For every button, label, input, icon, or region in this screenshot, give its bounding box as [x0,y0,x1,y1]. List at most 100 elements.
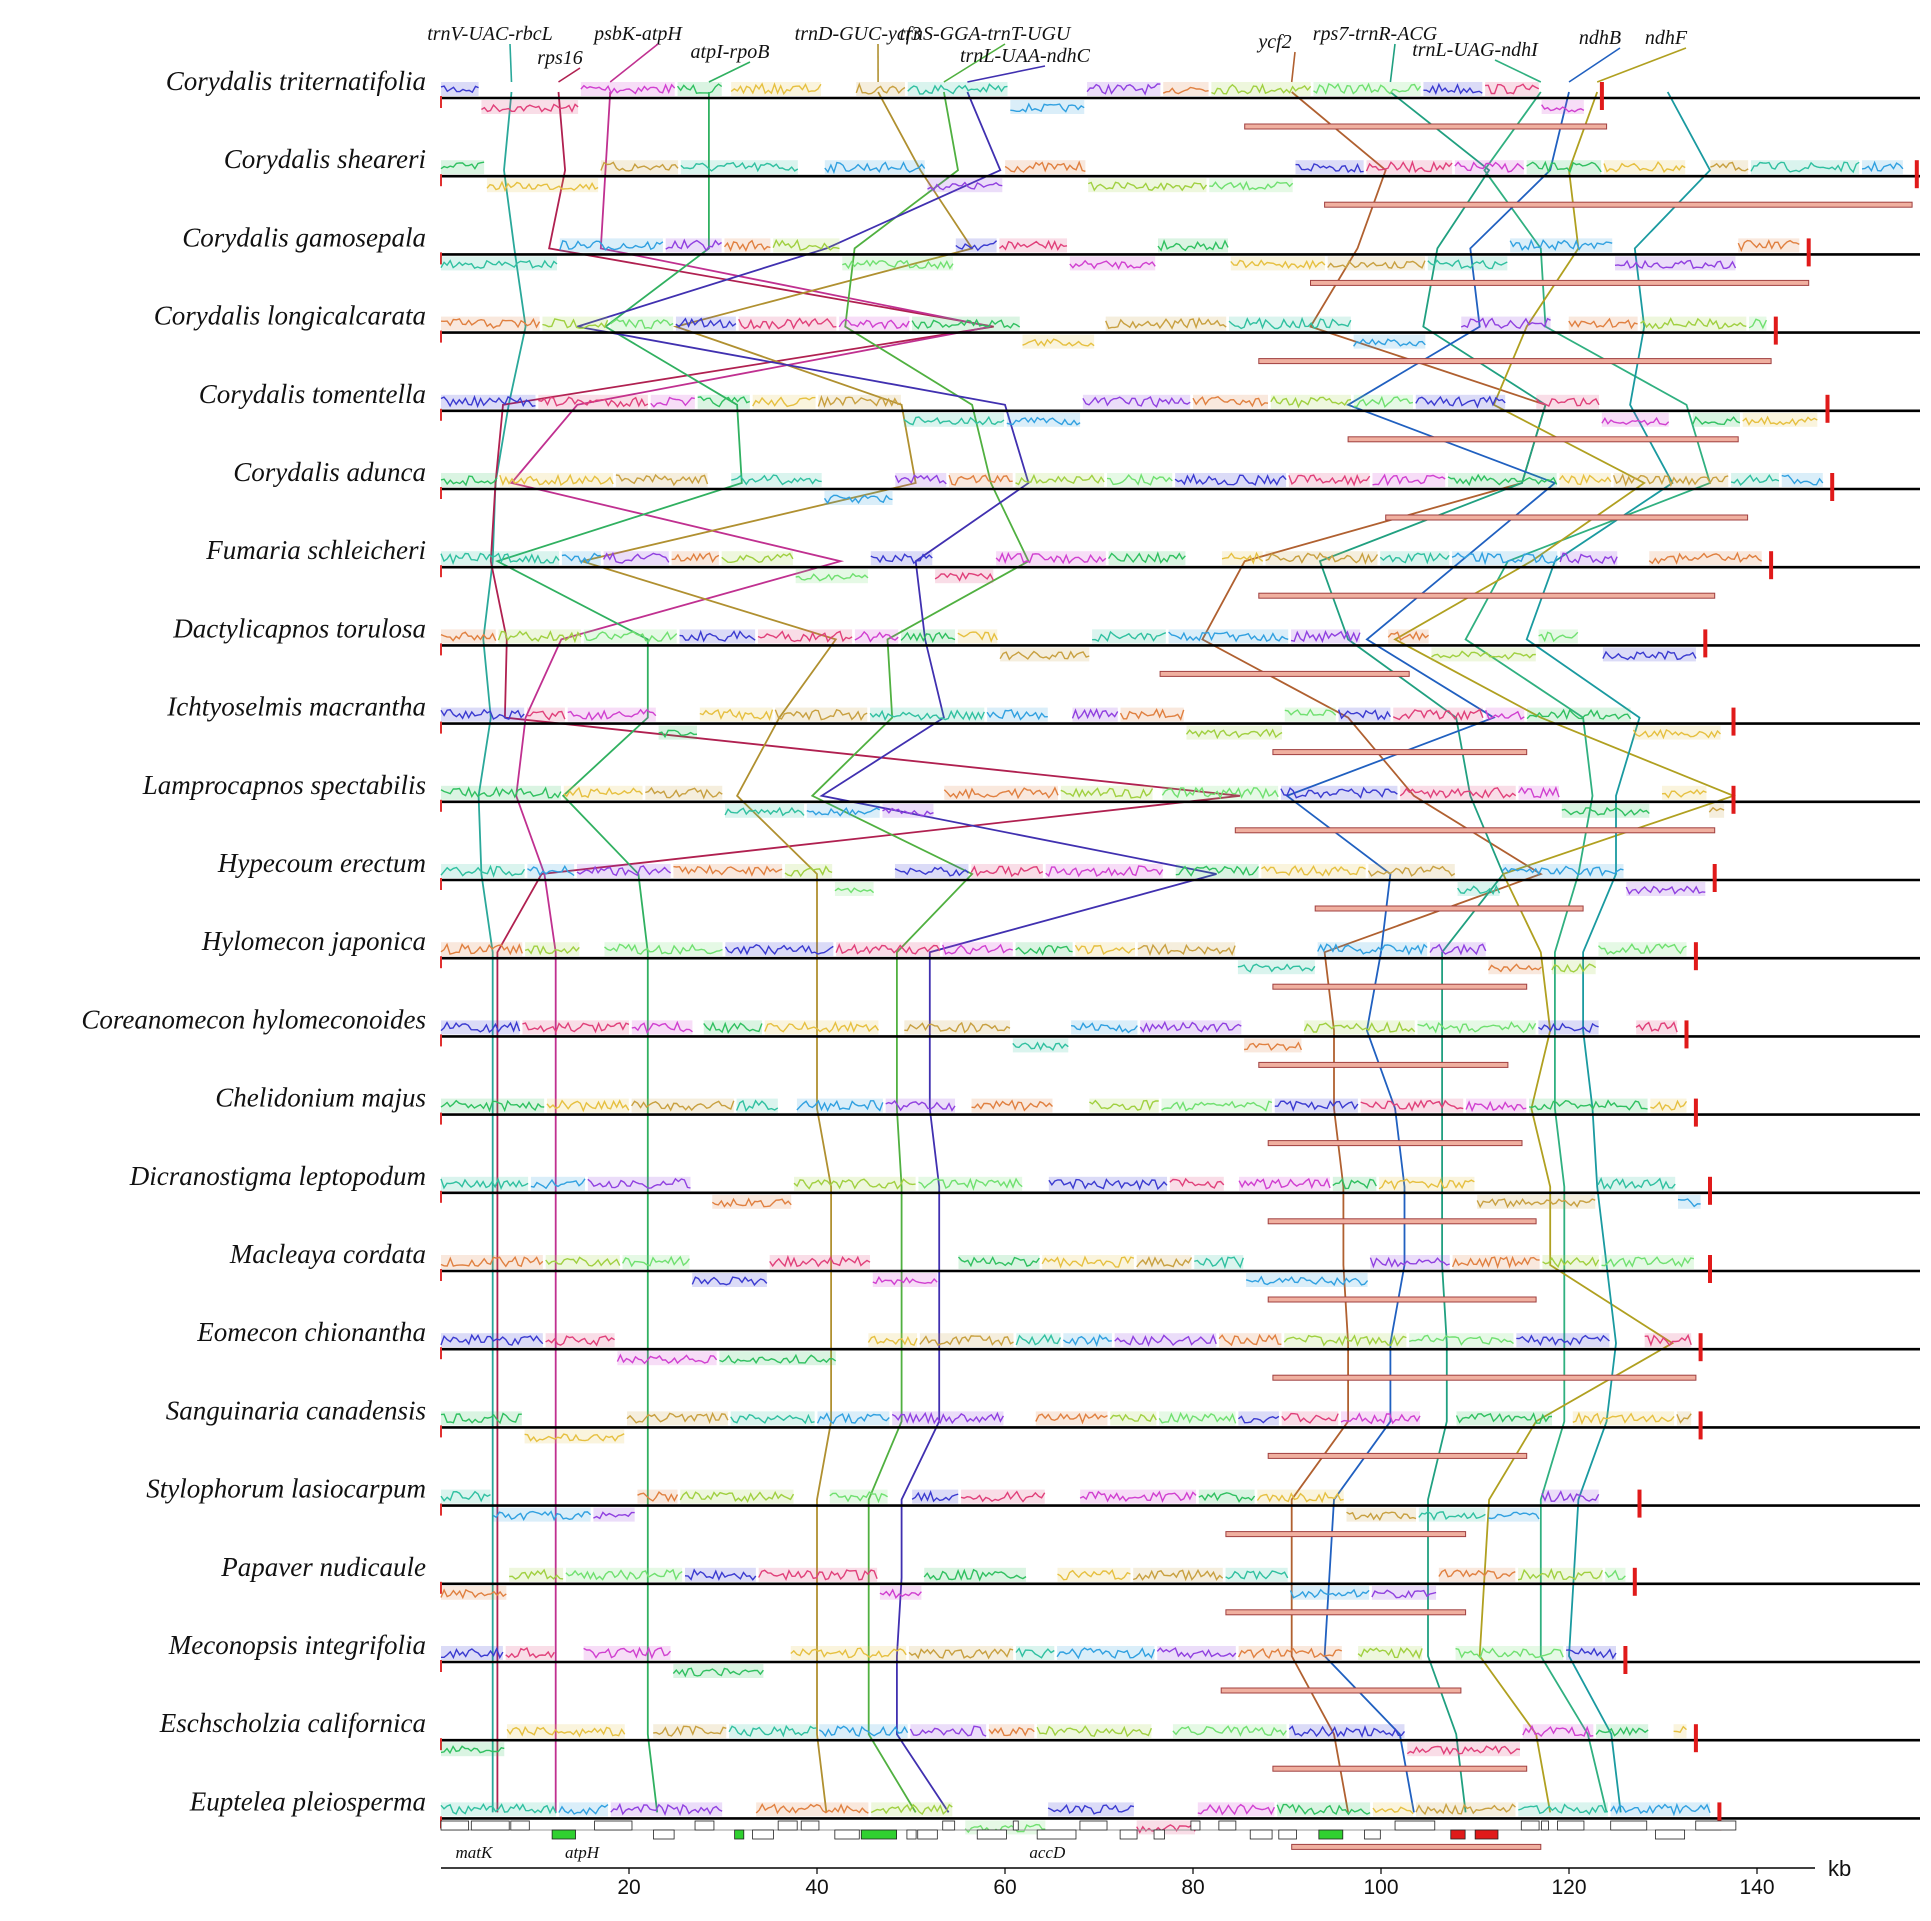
genome-track [440,707,1920,756]
similarity-profile [440,631,497,642]
genome-track [440,785,1920,834]
inverted-repeat-bar [1258,358,1772,365]
lcb-block [882,803,934,818]
lcb-block [1291,629,1360,644]
similarity-profile [1750,161,1860,174]
similarity-profile [1238,1177,1331,1190]
lcb-block [1488,1507,1540,1522]
similarity-profile [919,1335,1014,1347]
similarity-profile [440,161,485,170]
axis-tick-label: 140 [1739,1876,1774,1899]
similarity-profile [492,1510,592,1522]
similarity-profile [724,806,805,817]
genome-track [440,473,1920,521]
gene-box [1318,1829,1344,1840]
similarity-profile [942,943,1013,955]
taxon-label: Corydalis sheareri [224,144,426,174]
similarity-profile [1211,83,1312,95]
similarity-profile [757,630,853,643]
similarity-profile [1635,1021,1678,1033]
similarity-profile [1501,865,1624,877]
lcb-block [680,1489,794,1504]
region-leader-line [943,43,1006,83]
region-label: trnL-UAA-ndhC [960,45,1091,67]
similarity-profile [497,630,582,644]
similarity-profile [1648,551,1763,565]
similarity-profile [731,474,822,486]
similarity-profile [486,180,599,192]
lcb-block [1640,316,1747,331]
similarity-profile [631,1020,693,1034]
similarity-profile [509,1568,564,1580]
similarity-profile [1365,160,1453,173]
similarity-profile [1431,650,1536,660]
lcb-block [653,1724,727,1739]
similarity-profile [730,1413,815,1425]
similarity-profile [559,239,664,251]
similarity-profile [1004,160,1086,173]
axis-tick-label: 20 [617,1876,640,1899]
similarity-profile [1730,473,1780,486]
similarity-profile [1423,82,1483,95]
lcb-block [1317,942,1428,957]
similarity-profile [1644,1333,1692,1347]
lcb-block [1270,394,1351,409]
genome-track [440,394,1920,443]
lcb-block [1169,1176,1224,1191]
similarity-profile [1175,865,1260,877]
similarity-profile [1194,1256,1244,1269]
lcb-block [1372,473,1446,487]
similarity-profile [855,82,906,95]
region-label: trnS-GGA-trnT-UGU [900,23,1072,45]
similarity-profile [679,1490,795,1504]
similarity-profile [724,944,834,956]
taxon-label: Eomecon chionantha [196,1317,426,1347]
inverted-repeat-bar [1272,983,1528,990]
lcb-block [1172,1724,1287,1739]
lcb-block [790,1646,907,1660]
similarity-profile [691,1276,768,1287]
genome-track [440,160,1920,208]
gene-box [1695,1820,1737,1831]
lcb-block [1110,1411,1157,1426]
similarity-profile [879,1588,922,1599]
similarity-profile [675,317,737,329]
similarity-profile [1518,1803,1609,1816]
similarity-profile [721,552,794,564]
taxon-label: Corydalis gamosepala [182,222,426,252]
lcb-block [509,1567,564,1582]
lcb-block [1353,334,1426,349]
similarity-profile [1710,161,1749,172]
similarity-profile [943,786,1059,800]
similarity-profile [1610,1802,1711,1817]
lcb-block [441,1098,545,1113]
similarity-profile [1601,1256,1695,1268]
similarity-profile [703,1021,763,1034]
synteny-line [810,91,1030,1813]
similarity-profile [1677,1198,1701,1208]
lcb-block [908,1646,1014,1660]
lcb-block [1281,1411,1339,1426]
similarity-profile [679,629,756,643]
similarity-profile [1006,416,1081,426]
similarity-profile [758,1569,878,1582]
similarity-profile [563,786,644,799]
similarity-profile [600,161,679,172]
axis-tick-label: 120 [1551,1876,1586,1899]
similarity-profile [882,807,934,817]
similarity-profile [440,259,558,269]
lcb-block [1678,1194,1701,1209]
lcb-block [1605,1567,1626,1582]
similarity-profile [806,806,881,817]
similarity-profile [481,103,579,113]
similarity-profile [817,394,902,408]
region-label: rps16 [537,47,583,69]
lcb-block [1749,316,1767,331]
lcb-block [949,473,1013,487]
lcb-block [738,316,837,331]
inverted-repeat-bar [1310,279,1810,286]
lcb-block [885,1098,956,1113]
gene-box [551,1829,576,1840]
gene-box [752,1829,774,1840]
lcb-block [764,1020,879,1035]
